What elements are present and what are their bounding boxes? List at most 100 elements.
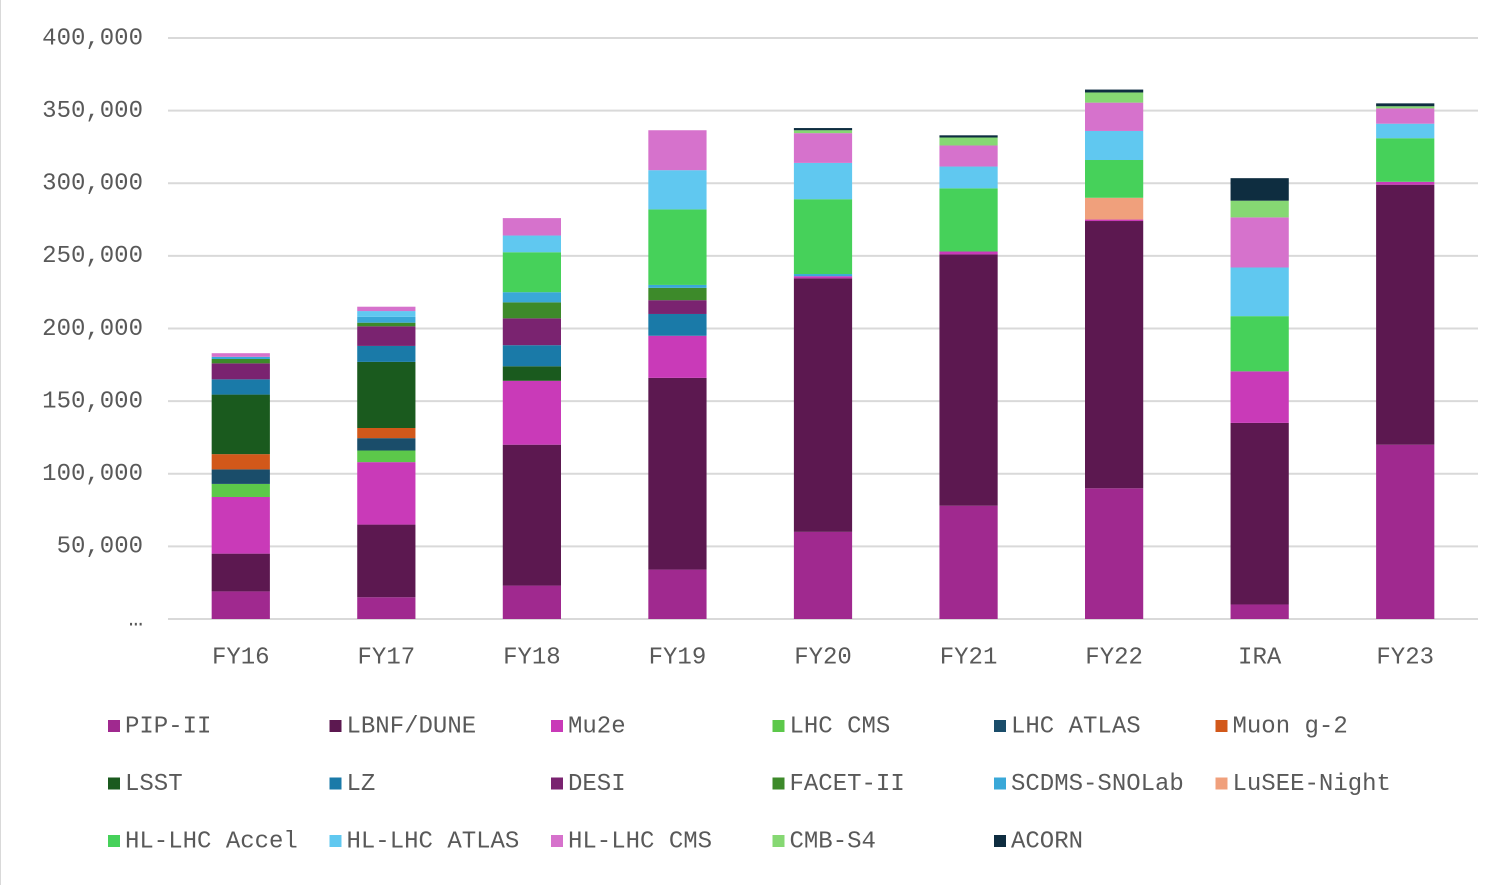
bar-segment xyxy=(1230,178,1289,201)
bar-segment xyxy=(939,137,998,146)
bar-segment xyxy=(793,162,853,200)
legend-swatch xyxy=(772,777,785,790)
bar-segment xyxy=(1376,103,1435,107)
bar-segment xyxy=(1230,316,1289,372)
legend-label: LZ xyxy=(347,771,376,798)
bar-segment xyxy=(1085,488,1144,619)
bar-segment xyxy=(939,505,998,619)
bar-segment xyxy=(211,483,270,497)
bar-segment xyxy=(1085,92,1144,103)
bar-segment xyxy=(357,311,416,317)
legend-label: HL-LHC Accel xyxy=(125,828,298,855)
legend-label: LuSEE-Night xyxy=(1233,771,1391,798)
bar-segment xyxy=(211,359,270,364)
bar-segment xyxy=(211,363,270,380)
bar-segment xyxy=(648,313,707,336)
legend-label: HL-LHC CMS xyxy=(568,828,712,855)
legend-swatch xyxy=(551,720,563,732)
bar-segment xyxy=(357,361,416,428)
bar-segment xyxy=(357,345,416,362)
bar-segment xyxy=(793,278,853,532)
legend-swatch xyxy=(108,777,120,790)
bar-segment xyxy=(1085,219,1144,222)
bar-segment xyxy=(1376,123,1435,139)
bar-segment xyxy=(648,209,707,285)
bar-segment xyxy=(211,356,270,360)
bar-segment xyxy=(648,335,707,378)
x-tick-label: FY16 xyxy=(212,644,270,671)
y-tick-label: 300,000 xyxy=(42,171,143,198)
y-tick-label: 250,000 xyxy=(42,243,143,270)
bar-segment xyxy=(357,322,416,327)
legend-swatch xyxy=(551,835,563,847)
bar-segment xyxy=(1376,444,1435,619)
bar-segment xyxy=(939,145,998,167)
bar-segment xyxy=(502,345,561,367)
bar-segment xyxy=(211,469,270,484)
y-tick-label: 400,000 xyxy=(42,25,143,52)
legend-label: PIP-II xyxy=(125,713,211,740)
bar-segment xyxy=(793,130,853,134)
bar-segment xyxy=(1085,197,1144,220)
legend-swatch xyxy=(772,835,785,847)
y-tick-label: 150,000 xyxy=(42,388,143,415)
bar-segment xyxy=(211,496,270,554)
legend-label: ACORN xyxy=(1011,828,1083,855)
legend-swatch xyxy=(329,777,342,790)
bar-segment xyxy=(502,292,561,303)
x-tick-label: IRA xyxy=(1238,644,1282,671)
bar-segment xyxy=(1085,130,1144,161)
bar-segment xyxy=(502,302,561,319)
bar-segment xyxy=(1085,89,1144,93)
bar-segment xyxy=(793,128,853,131)
bar-segment xyxy=(357,597,416,619)
legend-swatch xyxy=(1215,720,1228,732)
bar-segment xyxy=(648,130,707,171)
bar-segment xyxy=(1376,106,1435,109)
bar-segment xyxy=(648,300,707,314)
bar-segment xyxy=(1230,267,1289,317)
x-tick-label: FY20 xyxy=(794,644,852,671)
bar-segment xyxy=(1085,160,1144,198)
bar-segment xyxy=(793,531,853,619)
bar-segment xyxy=(502,252,561,293)
bar-segment xyxy=(1085,102,1144,131)
bar-segment xyxy=(357,316,416,323)
bar-segment xyxy=(939,135,998,138)
legend-swatch xyxy=(994,777,1006,790)
legend-swatch xyxy=(108,835,120,847)
legend-label: Mu2e xyxy=(568,713,626,740)
bar-segment xyxy=(502,235,561,253)
y-tick-label: 50,000 xyxy=(57,534,143,561)
bar-segment xyxy=(939,188,998,252)
bar-segment xyxy=(1230,200,1289,218)
bar-segment xyxy=(211,379,270,395)
legend-swatch xyxy=(772,720,785,732)
legend-label: FACET-II xyxy=(790,771,905,798)
bar-segment xyxy=(648,170,707,210)
bar-segment xyxy=(1230,371,1289,423)
bar-segment xyxy=(1376,184,1435,445)
bar-segment xyxy=(211,553,270,592)
bar-segment xyxy=(1230,422,1289,605)
bar-segment xyxy=(502,318,561,346)
bar-segment xyxy=(211,394,270,455)
bar-segment xyxy=(648,377,707,570)
bar-segment xyxy=(502,444,561,586)
bar-segment xyxy=(1376,138,1435,182)
bar-segment xyxy=(939,254,998,506)
bar-segment xyxy=(939,166,998,189)
legend-swatch xyxy=(551,777,563,790)
bar-segment xyxy=(1376,181,1435,185)
y-tick-label: 350,000 xyxy=(42,98,143,125)
legend-label: DESI xyxy=(568,771,626,798)
bar-segment xyxy=(1085,221,1144,489)
bar-segment xyxy=(939,251,998,255)
bar-segment xyxy=(502,380,561,445)
y-tick-label: … xyxy=(129,606,143,633)
bar-segment xyxy=(648,569,707,619)
bar-segment xyxy=(357,306,416,312)
bar-segment xyxy=(1376,108,1435,124)
bar-segment xyxy=(648,284,707,288)
